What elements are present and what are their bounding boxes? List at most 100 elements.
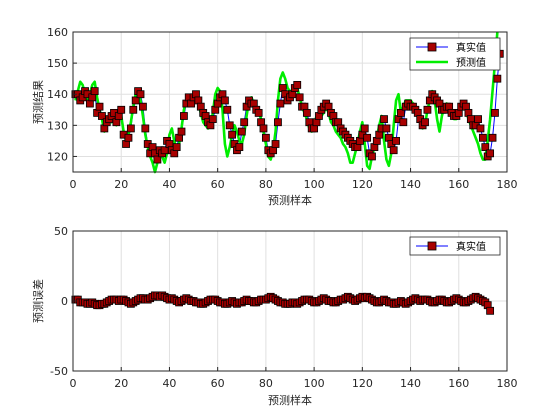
top-actual-data-point xyxy=(225,121,234,130)
top-x-tick-label: 0 xyxy=(70,178,77,191)
top-actual-data-point xyxy=(240,118,249,127)
top-tick-labels: 0 20 40 60 80 100 120 140 160 180 120 130 140 150 160 xyxy=(47,26,518,191)
bottom-x-tick-label: 140 xyxy=(400,377,421,390)
top-actual-data-point xyxy=(136,90,145,99)
top-actual-data-point xyxy=(271,140,280,148)
bottom-x-tick-label: 120 xyxy=(352,377,373,390)
top-actual-data-point xyxy=(397,108,405,117)
top-actual-data-point xyxy=(382,124,391,133)
bottom-actual-data-point xyxy=(486,306,495,315)
top-actual-data-point xyxy=(177,127,186,136)
top-y-tick-label: 120 xyxy=(47,150,68,163)
bottom-x-tick-label: 80 xyxy=(259,377,273,390)
top-actual-data-point xyxy=(392,136,400,145)
top-series-layer xyxy=(71,31,504,174)
bottom-y-tick-label: -50 xyxy=(50,365,68,378)
top-legend-actual-label: 真实值 xyxy=(456,41,486,54)
top-actual-data-point xyxy=(493,74,502,83)
top-actual-data-point xyxy=(117,105,126,114)
bottom-x-tick-label: 180 xyxy=(497,377,518,390)
top-actual-data-point xyxy=(389,146,398,155)
bottom-x-tick-label: 100 xyxy=(304,377,325,390)
bottom-x-tick-label: 0 xyxy=(70,377,77,390)
bottom-x-tick-label: 160 xyxy=(448,377,469,390)
top-legend-box xyxy=(409,37,501,71)
top-x-tick-label: 80 xyxy=(259,178,273,191)
bottom-series-layer xyxy=(71,291,495,315)
bottom-x-tick-label: 40 xyxy=(162,377,176,390)
top-x-tick-label: 60 xyxy=(211,178,225,191)
top-x-tick-label: 160 xyxy=(448,178,469,191)
top-actual-data-point xyxy=(153,155,162,164)
top-actual-data-point xyxy=(131,96,140,105)
top-actual-data-point xyxy=(208,115,217,124)
top-y-tick-label: 140 xyxy=(47,88,68,101)
top-x-tick-label: 120 xyxy=(352,178,373,191)
top-y-tick-label: 160 xyxy=(47,26,68,39)
top-actual-data-point xyxy=(276,99,285,108)
top-x-axis-label: 预测样本 xyxy=(268,193,312,207)
top-actual-data-point xyxy=(295,93,304,102)
top-actual-data-point xyxy=(368,152,376,161)
bottom-y-tick-label: 50 xyxy=(54,225,68,238)
top-actual-data-point xyxy=(486,149,495,158)
top-actual-data-point xyxy=(228,130,237,139)
top-actual-data-point xyxy=(237,127,246,136)
bottom-y-tick-label: 0 xyxy=(61,295,68,308)
top-actual-data-point xyxy=(421,118,429,127)
top-x-tick-label: 140 xyxy=(400,178,421,191)
top-legend: 真实值 预测值 xyxy=(409,37,501,71)
top-actual-data-point xyxy=(124,133,133,142)
bottom-legend: 真实值 xyxy=(409,236,501,256)
bottom-x-tick-label: 20 xyxy=(114,377,128,390)
top-actual-data-point xyxy=(476,124,485,133)
bottom-legend-actual-marker xyxy=(427,241,437,251)
top-legend-predicted-label: 预测值 xyxy=(456,56,486,69)
top-x-tick-label: 20 xyxy=(114,178,128,191)
top-actual-data-point xyxy=(180,112,188,120)
top-actual-data-point xyxy=(302,108,311,117)
top-actual-data-point xyxy=(261,133,270,142)
top-actual-data-point xyxy=(141,124,150,133)
top-actual-data-point xyxy=(220,96,229,105)
top-actual-data-point xyxy=(95,102,104,111)
top-actual-data-point xyxy=(293,80,302,89)
top-y-axis-label: 预测结果 xyxy=(32,80,45,124)
top-actual-data-point xyxy=(491,108,499,117)
top-actual-data-point xyxy=(488,133,497,142)
top-actual-data-point xyxy=(478,133,487,142)
top-actual-data-point xyxy=(90,87,99,96)
bottom-legend-box xyxy=(409,236,501,256)
top-actual-data-point xyxy=(259,124,268,133)
top-actual-data-point xyxy=(254,108,263,117)
watermark: CSDN @简简单单做算法 xyxy=(334,392,479,408)
top-x-tick-label: 40 xyxy=(162,178,176,191)
bottom-y-axis-label: 预测误差 xyxy=(31,279,45,323)
top-actual-data-point xyxy=(423,105,432,114)
top-actual-data-point xyxy=(481,143,490,152)
top-actual-data-point xyxy=(274,118,282,127)
bottom-x-axis-label: 预测样本 xyxy=(268,393,312,407)
top-actual-data-point xyxy=(126,124,135,133)
top-actual-data-point xyxy=(235,143,244,152)
top-actual-data-point xyxy=(129,105,138,114)
top-y-tick-label: 150 xyxy=(47,57,68,70)
top-legend-actual-marker xyxy=(427,42,437,52)
top-x-tick-label: 100 xyxy=(304,178,325,191)
top-axes: 0 20 40 60 80 100 120 140 160 180120130140150160 … xyxy=(32,26,518,207)
top-actual-data-point xyxy=(474,115,482,124)
top-actual-data-point xyxy=(363,133,372,142)
top-actual-data-point xyxy=(172,143,181,152)
top-actual-data-point xyxy=(139,102,147,111)
top-actual-data-point xyxy=(360,124,369,133)
top-actual-data-point xyxy=(380,115,388,124)
top-axes-box xyxy=(72,31,508,173)
top-actual-data-point xyxy=(223,105,232,114)
top-y-tick-label: 130 xyxy=(47,119,68,132)
bottom-x-tick-label: 60 xyxy=(211,377,225,390)
top-x-tick-label: 180 xyxy=(497,178,518,191)
bottom-legend-actual-label: 真实值 xyxy=(456,240,486,253)
